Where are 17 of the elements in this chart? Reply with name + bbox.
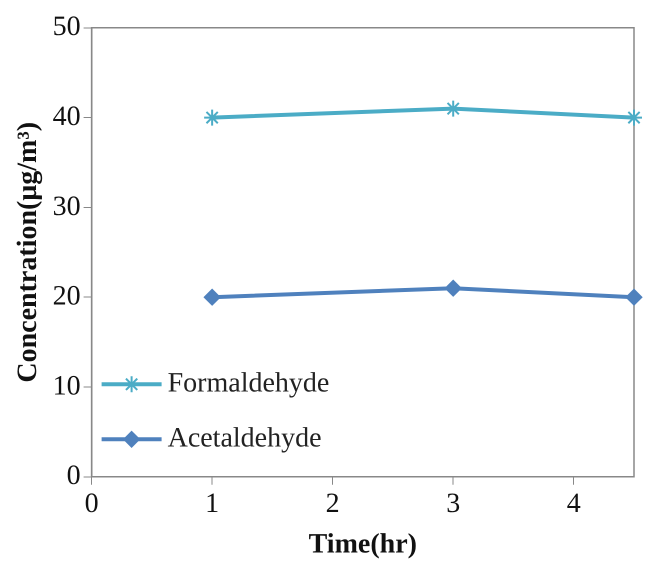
x-axis-title: Time(hr) xyxy=(308,528,417,560)
y-tick-label: 10 xyxy=(52,370,81,402)
x-tick-label: 1 xyxy=(205,488,220,519)
legend-label: Formaldehyde xyxy=(168,368,330,399)
point xyxy=(444,280,462,297)
legend-label: Acetaldehyde xyxy=(168,422,322,454)
x-tick-label: 2 xyxy=(326,488,340,519)
point xyxy=(626,288,642,306)
y-tick-label: 30 xyxy=(52,190,81,222)
y-axis-title: Concentration(μg/m³) xyxy=(12,122,44,383)
y-tick-label: 40 xyxy=(52,100,81,132)
x-tick-label: 4 xyxy=(566,488,581,519)
y-tick-label: 0 xyxy=(66,460,81,492)
y-tick-label: 20 xyxy=(52,280,81,312)
x-tick-label: 3 xyxy=(446,488,460,519)
y-tick-label: 50 xyxy=(52,11,81,42)
point xyxy=(204,288,221,306)
